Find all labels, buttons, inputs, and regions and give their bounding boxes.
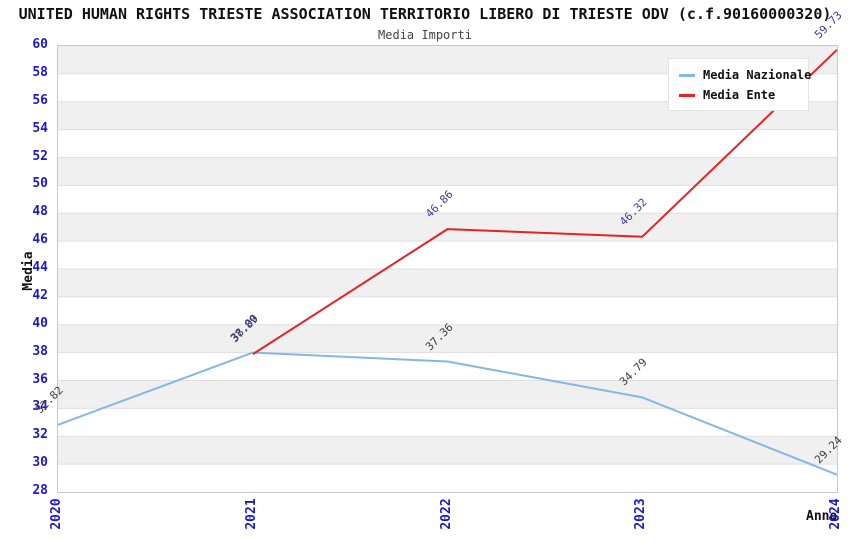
background-band [58, 408, 837, 437]
legend: Media Nazionale Media Ente [668, 58, 811, 111]
y-tick-label: 48 [32, 204, 48, 220]
y-tick-label: 36 [32, 371, 48, 387]
background-band [58, 464, 837, 492]
legend-line-swatch-ente [679, 93, 695, 97]
chart-subtitle: Media Importi [378, 28, 472, 42]
y-tick-label: 28 [32, 483, 48, 498]
plot-area [57, 45, 838, 493]
y-tick-label: 60 [32, 37, 48, 52]
background-band [58, 129, 837, 158]
page-title: UNITED HUMAN RIGHTS TRIESTE ASSOCIATION … [18, 5, 832, 23]
legend-label: Media Nazionale [703, 68, 812, 82]
series-line-media-nazionale [58, 351, 837, 476]
chart-canvas [58, 46, 837, 492]
x-tick-label-2021[interactable]: 2021 [243, 498, 259, 530]
background-band [58, 185, 837, 214]
y-tick-label: 44 [32, 260, 48, 275]
y-tick-label: 40 [32, 315, 48, 331]
y-tick-label: 30 [32, 455, 48, 471]
x-tick-label-2022[interactable]: 2022 [438, 498, 454, 530]
y-tick-label: 32 [32, 427, 48, 443]
background-band [58, 296, 837, 325]
background-band [58, 436, 837, 465]
legend-line-swatch-nazionale [679, 73, 695, 77]
y-tick-label: 54 [32, 120, 48, 136]
y-tick-label: 46 [32, 232, 48, 248]
y-tick-label: 42 [32, 287, 48, 303]
background-band [58, 380, 837, 409]
background-band [58, 269, 837, 297]
y-tick-label: 58 [32, 64, 48, 80]
background-band [58, 213, 837, 242]
background-band [58, 157, 837, 186]
y-tick-label: 52 [32, 148, 48, 164]
y-tick-label: 34 [32, 399, 48, 415]
legend-item-media-ente: Media Ente [679, 85, 798, 105]
y-tick-label: 50 [32, 176, 48, 192]
background-band [58, 324, 837, 353]
x-axis-title: Anno [806, 509, 838, 524]
legend-item-media-nazionale: Media Nazionale [679, 65, 811, 85]
series-line-media-ente [252, 49, 837, 356]
y-tick-label: 56 [32, 92, 48, 108]
x-tick-label-2023[interactable]: 2023 [633, 498, 649, 530]
x-tick-label-2024[interactable]: 2024 [828, 498, 843, 530]
background-band [58, 241, 837, 269]
y-tick-label: 38 [32, 343, 48, 359]
x-tick-label-2020[interactable]: 2020 [49, 498, 64, 530]
legend-label: Media Ente [703, 88, 776, 102]
background-band [58, 352, 837, 381]
